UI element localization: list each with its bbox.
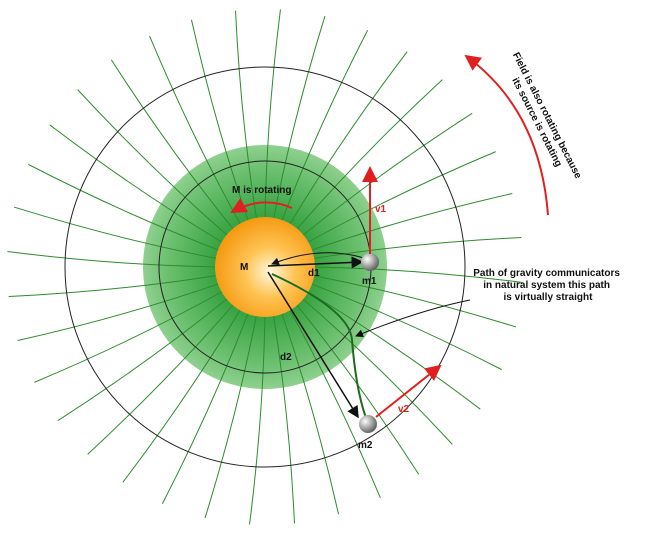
- field-lines: [7, 9, 523, 525]
- field-line: [13, 206, 218, 260]
- v2-label: v2: [398, 404, 410, 415]
- field-line: [77, 89, 229, 237]
- m1: [361, 253, 379, 271]
- m2-label: m2: [358, 440, 373, 451]
- field-line: [272, 314, 295, 524]
- field-line: [309, 282, 502, 371]
- field-line: [8, 274, 218, 297]
- field-line: [7, 251, 218, 268]
- field-line: [87, 303, 235, 455]
- v2-arrow: [375, 364, 442, 418]
- d1-arrow: [267, 256, 364, 269]
- d2-label: d2: [280, 352, 292, 363]
- field-line: [288, 308, 381, 498]
- field-line: [149, 36, 242, 226]
- field-line: [272, 15, 326, 220]
- field-line: [235, 10, 258, 220]
- central-mass: [215, 217, 315, 317]
- field-line: [34, 290, 224, 383]
- annotation-line: in natural system this path: [483, 280, 610, 291]
- field-line: [312, 237, 522, 260]
- m2: [359, 415, 377, 433]
- field-line: [312, 266, 523, 283]
- field-line: [161, 311, 250, 504]
- field-line: [280, 30, 369, 223]
- field-line: [49, 124, 224, 244]
- field-line: [306, 151, 496, 244]
- field-line: [309, 192, 513, 252]
- field-line: [312, 274, 517, 328]
- d2-arrow: [267, 271, 359, 419]
- field-line: [295, 79, 443, 231]
- field-line: [249, 314, 266, 525]
- field-note: Field is also rotating because its sourc…: [499, 51, 584, 189]
- rotating-label: M is rotating: [232, 185, 291, 196]
- d1-label: d1: [308, 268, 320, 279]
- field-line: [301, 297, 453, 445]
- annotation: Path of gravity communicators in natural…: [473, 268, 622, 303]
- field-line: [57, 297, 229, 422]
- m1-label: m1: [362, 276, 377, 287]
- rotation-arrow: [230, 198, 293, 213]
- field-line: [28, 163, 221, 252]
- v1-label: v1: [375, 204, 387, 215]
- outer-orbit: [64, 66, 466, 468]
- annotation-line: is virtually straight: [504, 292, 594, 303]
- communicator-path: [271, 273, 367, 419]
- field-line: [204, 314, 258, 519]
- field-line: [288, 51, 408, 226]
- field-line: [264, 9, 281, 220]
- field-note-line: Field is also rotating because: [510, 51, 584, 181]
- field-line: [110, 59, 235, 231]
- annotation-pointer: [355, 299, 471, 338]
- mass-label: M: [240, 262, 248, 273]
- annotation-line: Path of gravity communicators: [473, 268, 620, 279]
- field-line: [17, 282, 221, 342]
- field-line: [280, 311, 340, 515]
- field-line: [306, 290, 481, 410]
- field-line: [122, 308, 242, 483]
- field-rotation-arrow: [464, 54, 549, 216]
- d1-return: [271, 252, 365, 266]
- field-line: [301, 112, 473, 237]
